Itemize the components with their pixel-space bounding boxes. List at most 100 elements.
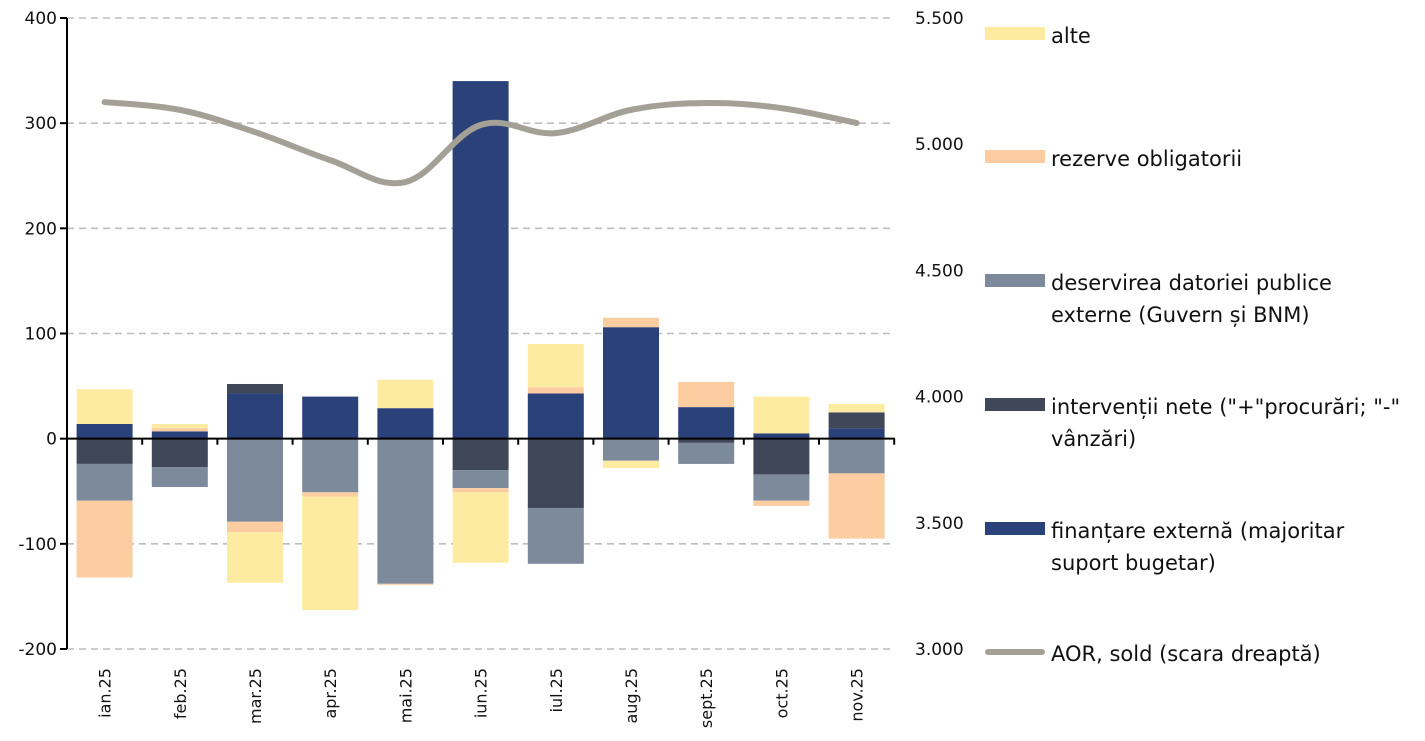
bar-segment-alte: [527, 344, 584, 388]
bar-segment-fin: [227, 393, 283, 439]
x-tick-label: iun.25: [472, 668, 491, 718]
y-tick-label: 400: [25, 9, 57, 29]
bar-segment-rez: [377, 583, 434, 585]
legend-label: rezerve obligatorii: [1051, 147, 1243, 171]
bar-segment-interv: [527, 438, 584, 509]
y-tick-label: 300: [25, 114, 57, 134]
legend-item-rezerve: rezerve obligatorii: [985, 143, 1411, 175]
bar-segment-fin: [377, 408, 434, 439]
x-tick-label: nov.25: [848, 668, 867, 722]
bar-segment-debt: [603, 438, 659, 461]
bar-segment-fin: [151, 431, 208, 439]
x-tick-label: aug.25: [622, 668, 641, 724]
bar-segment-alte: [452, 492, 509, 563]
legend-label: AOR, sold (scara dreaptă): [1051, 642, 1321, 666]
x-tick-label: mai.25: [396, 668, 415, 723]
x-tick-label: ian.25: [96, 668, 115, 718]
bar-segment-fin: [753, 433, 810, 439]
aor-line-layer: [101, 99, 860, 187]
legend-item-finantare: finanțare externă (majoritar suport buge…: [985, 515, 1411, 579]
y2-tick-label: 3.500: [915, 514, 964, 534]
y2-tick-label: 3.000: [915, 640, 964, 660]
x-tick-label: feb.25: [171, 668, 190, 719]
bar-segment-debt: [678, 442, 735, 464]
bar-segment-fin: [828, 428, 885, 439]
bar-segment-interv: [452, 438, 509, 471]
y-tick-label: 0: [46, 430, 57, 450]
bar-segment-rez: [76, 500, 133, 578]
y-tick-label: 100: [25, 325, 57, 345]
bar-segment-interv: [151, 438, 208, 468]
legend-swatch: [985, 150, 1045, 163]
bar-segment-alte: [76, 389, 133, 424]
bar-segment-rez: [828, 473, 885, 539]
bar-segment-fin: [603, 327, 659, 439]
legend-swatch: [985, 274, 1045, 287]
aor-line: [101, 99, 860, 187]
axes: [60, 17, 896, 650]
bar-segment-alte: [377, 379, 434, 409]
legend-label: intervenții nete ("+"procurări; "-" vânz…: [1051, 395, 1401, 451]
bar-segment-alte: [227, 532, 283, 583]
category-labels: ian.25 feb.25 mar.25 apr.25 mai.25 iun.25 iul.…: [96, 668, 867, 728]
bar-stacks: [76, 81, 885, 611]
legend-item-aor: AOR, sold (scara dreaptă): [985, 638, 1411, 670]
bar-segment-rez: [603, 317, 659, 328]
y-tick-label: -100: [18, 535, 57, 555]
bar-segment-rez: [227, 521, 283, 533]
bar-segment-interv: [753, 438, 810, 475]
bar-segment-fin: [678, 407, 735, 439]
legend-swatch: [985, 398, 1045, 411]
y2-tick-label: 5.500: [915, 9, 964, 29]
x-tick-label: sept.25: [697, 668, 716, 728]
x-tick-label: mar.25: [246, 668, 265, 724]
y2-tick-label: 4.000: [915, 388, 964, 408]
bar-segment-interv: [76, 438, 133, 464]
bar-segment-rez: [527, 387, 584, 394]
legend-item-alte: alte: [985, 20, 1411, 52]
left-axis-labels: -200 -100 0 100 200 300 400: [18, 9, 57, 660]
y2-tick-label: 5.000: [915, 135, 964, 155]
bar-segment-rez: [302, 492, 359, 497]
bar-segment-interv: [227, 383, 283, 394]
bar-segment-alte: [753, 396, 810, 434]
bar-segment-debt: [452, 470, 509, 489]
bar-segment-fin: [302, 396, 359, 439]
legend-swatch: [985, 522, 1045, 535]
bar-segment-debt: [527, 508, 584, 564]
bar-segment-rez: [753, 500, 810, 506]
legend-swatch: [985, 27, 1045, 40]
legend-item-interventii: intervenții nete ("+"procurări; "-" vânz…: [985, 391, 1411, 455]
bar-segment-alte: [828, 403, 885, 413]
bar-segment-fin: [76, 423, 133, 439]
bar-segment-fin: [452, 81, 509, 439]
bar-segment-debt: [828, 438, 885, 474]
bar-segment-debt: [227, 438, 283, 522]
bar-segment-interv: [678, 438, 735, 443]
legend-item-deservire: deservirea datoriei publice externe (Guv…: [985, 267, 1411, 331]
bar-segment-fin: [527, 393, 584, 439]
legend-swatch-line: [985, 649, 1045, 655]
x-tick-label: oct.25: [772, 668, 791, 718]
legend-label: deservirea datoriei publice externe (Guv…: [1051, 271, 1332, 327]
y-tick-label: 200: [25, 219, 57, 239]
right-axis-labels: 3.000 3.500 4.000 4.500 5.000 5.500: [915, 9, 964, 660]
bar-segment-debt: [302, 438, 359, 493]
x-tick-label: apr.25: [321, 668, 340, 719]
bar-segment-debt: [76, 463, 133, 501]
bar-segment-alte: [151, 423, 208, 429]
legend-label: alte: [1051, 24, 1091, 48]
bar-segment-rez: [678, 381, 735, 408]
bar-segment-debt: [753, 474, 810, 501]
y-tick-label: -200: [18, 640, 57, 660]
bar-segment-debt: [377, 438, 434, 584]
legend-label: finanțare externă (majoritar suport buge…: [1051, 519, 1345, 575]
bar-segment-interv: [828, 412, 885, 429]
bar-segment-rez: [452, 488, 509, 493]
bar-segment-rez: [151, 428, 208, 432]
bar-segment-alte: [603, 460, 659, 469]
bar-segment-alte: [302, 496, 359, 611]
x-tick-label: iul.25: [547, 668, 566, 712]
y2-tick-label: 4.500: [915, 261, 964, 281]
